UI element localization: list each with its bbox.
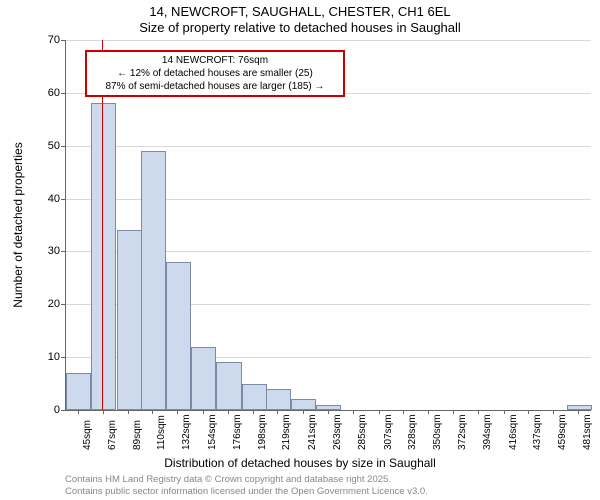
histogram-bar	[316, 405, 341, 410]
x-tick-label: 176sqm	[232, 414, 243, 450]
x-tick-mark	[103, 410, 104, 414]
x-tick-mark	[152, 410, 153, 414]
x-tick-label: 481sqm	[582, 414, 593, 450]
x-tick-mark	[177, 410, 178, 414]
y-tick-mark	[61, 410, 65, 411]
y-tick-label: 60	[48, 87, 60, 99]
chart-title-desc: Size of property relative to detached ho…	[0, 20, 600, 35]
footer-line1: Contains HM Land Registry data © Crown c…	[65, 474, 391, 485]
y-tick-label: 70	[48, 34, 60, 46]
y-tick-mark	[61, 146, 65, 147]
y-tick-label: 0	[54, 404, 60, 416]
x-tick-mark	[478, 410, 479, 414]
y-tick-mark	[61, 304, 65, 305]
histogram-bar	[117, 230, 142, 410]
x-tick-label: 241sqm	[307, 414, 318, 450]
histogram-bar	[91, 103, 116, 410]
x-tick-label: 285sqm	[357, 414, 368, 450]
y-axis-label: Number of detached properties	[11, 142, 25, 307]
y-tick-label: 30	[48, 245, 60, 257]
histogram-bar	[291, 399, 316, 410]
x-tick-label: 263sqm	[332, 414, 343, 450]
x-tick-mark	[328, 410, 329, 414]
x-tick-label: 350sqm	[432, 414, 443, 450]
x-tick-mark	[403, 410, 404, 414]
histogram-bar	[242, 384, 267, 410]
y-tick-mark	[61, 251, 65, 252]
x-tick-label: 459sqm	[557, 414, 568, 450]
x-tick-mark	[528, 410, 529, 414]
x-tick-label: 437sqm	[532, 414, 543, 450]
x-tick-mark	[253, 410, 254, 414]
x-tick-mark	[453, 410, 454, 414]
x-tick-label: 328sqm	[407, 414, 418, 450]
x-axis-label: Distribution of detached houses by size …	[0, 456, 600, 470]
gridline	[66, 40, 591, 41]
x-tick-mark	[379, 410, 380, 414]
histogram-bar	[66, 373, 91, 410]
x-tick-label: 219sqm	[281, 414, 292, 450]
x-tick-label: 132sqm	[181, 414, 192, 450]
y-tick-label: 10	[48, 351, 60, 363]
x-tick-label: 89sqm	[132, 420, 143, 450]
histogram-bar	[166, 262, 191, 410]
x-tick-label: 394sqm	[482, 414, 493, 450]
y-tick-mark	[61, 357, 65, 358]
x-tick-label: 110sqm	[156, 415, 167, 450]
x-tick-mark	[303, 410, 304, 414]
footer-line2: Contains public sector information licen…	[65, 486, 428, 497]
x-tick-label: 198sqm	[257, 414, 268, 450]
histogram-bar	[141, 151, 166, 410]
histogram-bar	[216, 362, 241, 410]
histogram-bar	[191, 347, 216, 410]
annotation-box: 14 NEWCROFT: 76sqm ← 12% of detached hou…	[85, 50, 345, 97]
x-tick-label: 67sqm	[107, 420, 118, 450]
x-tick-mark	[428, 410, 429, 414]
x-tick-mark	[504, 410, 505, 414]
x-tick-label: 307sqm	[383, 414, 394, 450]
histogram-bar	[567, 405, 592, 410]
y-tick-label: 50	[48, 140, 60, 152]
x-tick-label: 372sqm	[457, 414, 468, 450]
y-tick-label: 40	[48, 193, 60, 205]
histogram-bar	[266, 389, 291, 410]
gridline	[66, 146, 591, 147]
x-tick-label: 154sqm	[207, 414, 218, 450]
annotation-line3: 87% of semi-detached houses are larger (…	[91, 80, 339, 93]
y-tick-mark	[61, 93, 65, 94]
x-tick-mark	[553, 410, 554, 414]
annotation-line1: 14 NEWCROFT: 76sqm	[91, 54, 339, 67]
chart-title-address: 14, NEWCROFT, SAUGHALL, CHESTER, CH1 6EL	[0, 4, 600, 19]
x-tick-mark	[578, 410, 579, 414]
x-tick-label: 45sqm	[82, 420, 93, 450]
x-tick-mark	[277, 410, 278, 414]
chart-container: 14, NEWCROFT, SAUGHALL, CHESTER, CH1 6EL…	[0, 0, 600, 500]
y-tick-mark	[61, 40, 65, 41]
x-tick-mark	[203, 410, 204, 414]
y-tick-label: 20	[48, 298, 60, 310]
x-tick-mark	[128, 410, 129, 414]
x-tick-label: 416sqm	[508, 414, 519, 450]
annotation-line2: ← 12% of detached houses are smaller (25…	[91, 67, 339, 80]
x-tick-mark	[228, 410, 229, 414]
x-tick-mark	[78, 410, 79, 414]
x-tick-mark	[353, 410, 354, 414]
y-tick-mark	[61, 199, 65, 200]
